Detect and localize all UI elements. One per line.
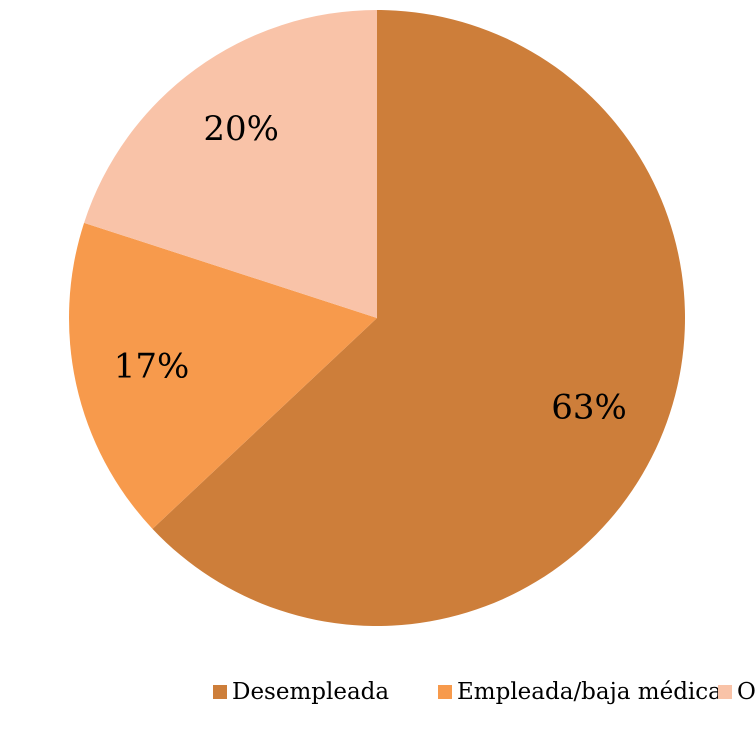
data-label: 17% [114,346,190,386]
legend-swatch [438,685,452,699]
pie-slice [152,10,685,626]
data-label: 63% [551,388,627,428]
data-label: 20% [203,109,279,149]
legend-swatch [213,685,227,699]
pie-slice [68,222,377,529]
legend-label: Desempleada [232,679,389,705]
legend-swatch [718,685,732,699]
pie-slice [84,10,378,318]
legend-label: Otros [737,679,755,705]
legend-label: Empleada/baja médica [457,679,722,705]
